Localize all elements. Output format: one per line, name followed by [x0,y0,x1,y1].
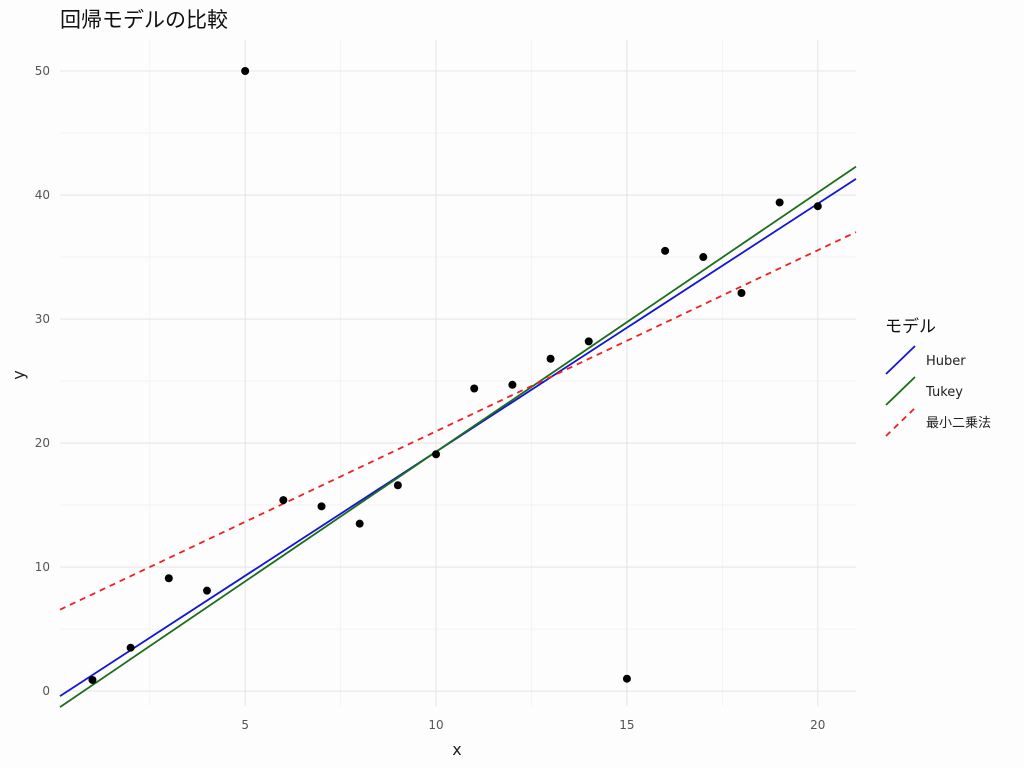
x-tick-label: 10 [428,718,443,732]
y-tick-label: 30 [35,312,50,326]
x-tick-label: 20 [810,718,825,732]
data-point [317,502,326,511]
legend-key [885,407,916,437]
data-points [88,67,822,684]
y-axis-title: y [9,370,28,379]
data-point [279,496,288,505]
data-point [126,643,135,652]
x-tick-label: 5 [241,718,249,732]
data-point [775,198,784,207]
data-point [88,675,97,684]
x-axis-title: x [452,740,461,759]
x-axis-ticks: 5 10 15 20 [241,718,825,732]
data-point [241,67,250,76]
legend-label: 最小二乗法 [926,416,991,431]
legend-label: Huber [926,354,966,369]
data-point [355,519,364,528]
data-point [813,202,822,211]
data-point [202,586,211,595]
x-tick-label: 15 [619,718,634,732]
data-point [584,337,593,346]
data-point [737,289,746,298]
data-point [699,253,708,262]
legend-title: モデル [885,316,936,337]
data-point [470,384,479,393]
regression-line [59,231,857,611]
plot-grid [60,40,856,706]
regression-lines [59,165,857,708]
data-point [508,380,517,389]
data-point [393,481,402,490]
y-tick-label: 10 [35,560,50,574]
regression-line [59,165,857,708]
legend-key [885,345,916,375]
y-axis-ticks: 0 10 20 30 40 50 [35,64,50,698]
data-point [622,674,631,683]
legend: モデル Huber Tukey 最小二乗法 [885,316,991,437]
legend-label: Tukey [925,385,963,400]
y-tick-label: 0 [42,684,50,698]
y-tick-label: 40 [35,188,50,202]
legend-key [885,376,916,406]
chart-title: 回帰モデルの比較 [60,8,228,32]
data-point [164,574,173,583]
y-tick-label: 20 [35,436,50,450]
data-point [546,354,555,363]
y-tick-label: 50 [35,64,50,78]
data-point [432,450,441,459]
data-point [661,246,670,255]
